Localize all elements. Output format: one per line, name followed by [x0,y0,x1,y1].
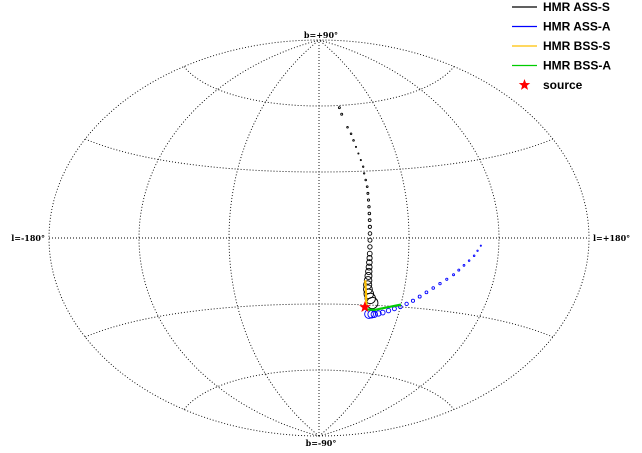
legend-label: HMR BSS-A [543,59,611,73]
data-point [457,268,461,272]
data-point [462,264,466,267]
data-point [365,267,373,276]
data-point [424,290,429,295]
data-point [445,277,449,281]
legend-label: HMR ASS-S [543,0,610,14]
data-point [367,205,371,209]
data-point [385,307,392,314]
legend-marker [518,79,531,90]
data-point [367,224,372,229]
series-source [359,301,371,312]
data-point [367,211,372,216]
data-point [438,282,442,286]
tick-label-right: l=+180° [593,233,630,243]
data-point [479,244,482,247]
data-point [366,250,373,257]
data-point [366,259,373,266]
data-point [431,286,435,290]
series-hmr-bss-a [367,303,402,311]
data-point [366,255,373,262]
data-point [362,172,366,175]
data-point [365,263,373,271]
legend-label: HMR BSS-S [543,39,610,53]
data-point [417,294,422,299]
legend: HMR ASS-S HMR ASS-A HMR BSS-S HMR BSS-A sour… [512,0,611,92]
data-point [404,301,409,306]
data-point [467,259,471,262]
source-marker [359,301,371,312]
data-point [472,254,476,257]
legend-label: source [543,78,583,92]
series-line [367,303,402,311]
data-point [366,191,370,195]
data-point [359,159,362,162]
data-point [357,152,360,155]
coordinate-grid [48,39,590,437]
series-line [364,280,368,308]
series-hmr-bss-s [364,280,368,308]
data-point [362,165,365,168]
grid-parallel [183,66,455,107]
data-point [354,145,358,148]
data-point [367,218,372,222]
data-point [349,132,353,136]
data-point [364,271,373,280]
data-point [476,249,479,252]
grid-parallel [84,138,554,173]
data-point [379,309,386,316]
data-point [364,178,367,182]
data-point [365,185,369,189]
data-point [452,273,455,277]
tick-label-top: b=+90° [304,30,338,40]
legend-label: HMR ASS-A [543,20,611,34]
data-series [337,106,482,319]
data-point [367,237,373,243]
data-point [340,112,344,116]
data-point [410,298,416,303]
grid-parallel [183,369,455,410]
tick-label-left: l=-180° [11,233,45,243]
data-point [337,106,341,110]
data-point [367,244,373,250]
data-point [391,306,397,312]
grid-parallel [84,303,554,338]
tick-label-bottom: b=-90° [306,438,337,448]
data-point [352,139,355,142]
data-point [366,198,371,202]
data-point [367,231,373,236]
series-hmr-ass-a [364,244,482,319]
series-hmr-ass-s [337,106,379,310]
data-point [346,126,349,129]
